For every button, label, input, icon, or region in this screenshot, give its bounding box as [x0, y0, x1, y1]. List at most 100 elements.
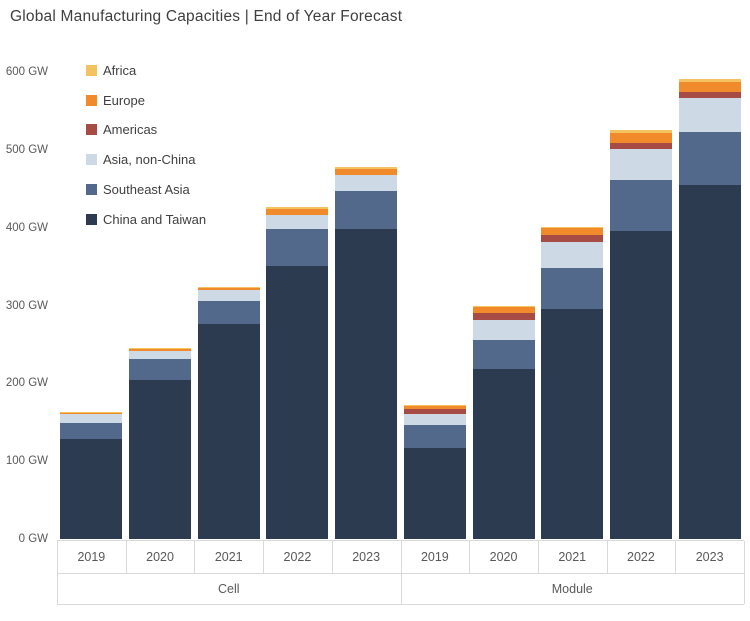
bar-segment-module-2020-africa [472, 305, 535, 308]
bar-segment-module-2019-asia-non-china [403, 413, 466, 426]
group-border-right [744, 541, 745, 604]
year-separator [263, 541, 265, 573]
bar-segment-module-2022-africa [609, 129, 672, 134]
y-tick-label-400: 400 GW [5, 221, 48, 234]
year-separator [194, 541, 196, 573]
legend-label: Southeast Asia [103, 181, 190, 197]
bar-segment-module-2022-americas [609, 142, 672, 150]
bar-segment-module-2023-asia-non-china [678, 98, 741, 132]
legend-swatch-icon [86, 183, 97, 195]
bar-segment-module-2021-asia-non-china [541, 242, 604, 269]
bar-segment-module-2021-americas [541, 235, 604, 243]
bar-segment-module-2020-china-and-taiwan [472, 369, 535, 539]
bar-segment-cell-2023-southeast-asia [335, 191, 398, 230]
y-tick-label-200: 200 GW [5, 377, 48, 390]
year-separator [537, 541, 539, 573]
bar-segment-module-2023-americas [678, 92, 741, 99]
legend-swatch-icon [86, 154, 97, 166]
legend-swatch-icon [86, 94, 97, 106]
bar-segment-module-2022-europe [609, 133, 672, 143]
year-separator [125, 541, 127, 573]
bar-segment-cell-2022-asia-non-china [266, 215, 329, 230]
bar-segment-cell-2020-china-and-taiwan [129, 380, 192, 539]
x-tick-label-cell-2022: 2022 [283, 550, 312, 564]
bar-segment-cell-2022-china-and-taiwan [266, 265, 329, 539]
bar-segment-cell-2020-africa [129, 347, 192, 349]
bar-segment-module-2021-africa [541, 226, 604, 229]
bar-segment-module-2021-china-and-taiwan [541, 308, 604, 539]
bar-segment-cell-2019-southeast-asia [60, 423, 123, 439]
bar-segment-module-2020-europe [472, 307, 535, 314]
group-label-cell: Cell [217, 582, 240, 596]
x-tick-label-cell-2021: 2021 [214, 550, 243, 564]
bar-segment-cell-2023-china-and-taiwan [335, 229, 398, 539]
y-tick-label-300: 300 GW [5, 299, 48, 312]
year-separator [331, 541, 333, 573]
bar-segment-cell-2020-asia-non-china [129, 350, 192, 360]
group-border-left [57, 541, 58, 604]
legend-label: Europe [103, 92, 145, 108]
y-tick-label-0: 0 GW [18, 533, 48, 545]
bar-segment-cell-2023-europe [335, 169, 398, 175]
bar-segment-cell-2021-asia-non-china [197, 289, 260, 301]
y-tick-label-600: 600 GW [5, 66, 48, 78]
bar-segment-module-2019-europe [403, 405, 466, 409]
bar-segment-module-2020-southeast-asia [472, 339, 535, 370]
bar-segment-module-2022-asia-non-china [609, 149, 672, 181]
bar-segment-cell-2019-china-and-taiwan [60, 438, 123, 539]
bar-segment-cell-2019-europe [60, 412, 123, 415]
bar-segment-cell-2022-southeast-asia [266, 229, 329, 266]
bar-segment-module-2019-americas [403, 409, 466, 414]
legend-swatch-icon [86, 213, 97, 225]
x-tick-label-module-2023: 2023 [695, 550, 724, 564]
bar-segment-cell-2020-europe [129, 348, 192, 351]
legend-label: Asia, non-China [103, 152, 196, 168]
bar-segment-module-2023-europe [678, 82, 741, 93]
legend-label: Africa [103, 63, 137, 78]
bar-segment-cell-2021-europe [197, 288, 260, 290]
bar-segment-cell-2022-europe [266, 208, 329, 216]
bar-segment-cell-2023-africa [335, 166, 398, 170]
bar-segment-module-2023-china-and-taiwan [678, 184, 741, 539]
legend-swatch-icon [86, 65, 97, 76]
y-tick-label-100: 100 GW [5, 455, 48, 468]
bar-segment-cell-2021-africa [197, 286, 260, 289]
bar-segment-cell-2019-africa [60, 412, 123, 413]
bar-segment-module-2021-europe [541, 228, 604, 236]
year-separator [675, 541, 677, 573]
x-tick-label-cell-2023: 2023 [352, 550, 381, 564]
group-border-middle [400, 541, 402, 604]
x-axis-bottom-line [57, 604, 744, 605]
bar-segment-module-2023-africa [678, 79, 741, 83]
x-tick-label-module-2022: 2022 [627, 550, 655, 564]
bar-segment-module-2019-africa [403, 405, 466, 406]
bar-segment-module-2023-southeast-asia [678, 131, 741, 185]
group-label-module: Module [551, 582, 593, 596]
x-tick-label-cell-2019: 2019 [77, 550, 106, 564]
bar-segment-module-2022-southeast-asia [609, 180, 672, 231]
x-tick-label-module-2021: 2021 [558, 550, 587, 564]
bar-segment-cell-2021-southeast-asia [197, 300, 260, 325]
bar-segment-cell-2021-china-and-taiwan [197, 324, 260, 539]
x-tick-label-module-2019: 2019 [420, 550, 449, 564]
year-separator [606, 541, 608, 573]
bar-segment-cell-2023-asia-non-china [335, 174, 398, 192]
bar-segment-module-2020-asia-non-china [472, 319, 535, 340]
bar-segment-module-2019-southeast-asia [403, 425, 466, 448]
bar-segment-cell-2020-southeast-asia [129, 359, 192, 381]
bar-segment-module-2021-southeast-asia [541, 268, 604, 309]
legend-label: China and Taiwan [103, 211, 207, 227]
x-axis-line [57, 540, 744, 541]
bar-segment-module-2020-americas [472, 313, 535, 320]
y-tick-label-500: 500 GW [5, 143, 48, 156]
legend-label: Americas [103, 122, 158, 138]
bar-segment-cell-2019-asia-non-china [60, 414, 123, 423]
x-tick-label-cell-2020: 2020 [146, 550, 174, 564]
year-separator [469, 541, 471, 573]
x-tick-label-module-2020: 2020 [489, 550, 518, 564]
bar-segment-module-2019-china-and-taiwan [403, 447, 466, 539]
bar-segment-module-2022-china-and-taiwan [609, 230, 672, 539]
chart-title: Global Manufacturing Capacities | End of… [10, 8, 403, 25]
legend-swatch-icon [86, 124, 97, 136]
